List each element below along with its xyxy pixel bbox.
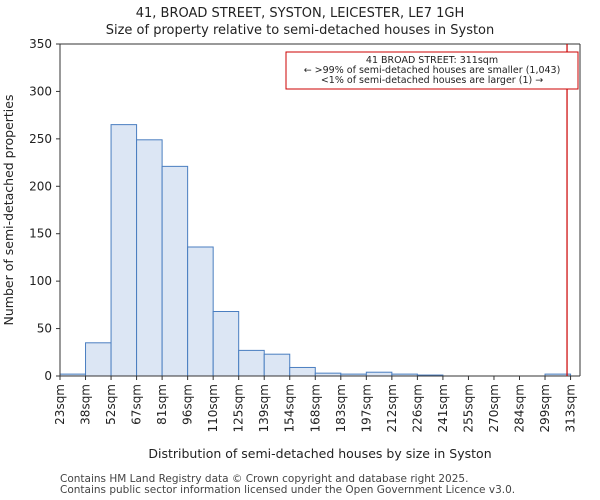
y-tick-label: 350 [29, 37, 52, 51]
y-tick-label: 0 [44, 369, 52, 383]
footer-line-2: Contains public sector information licen… [60, 484, 516, 496]
x-tick-label: 241sqm [436, 384, 450, 432]
footer-line-1: Contains HM Land Registry data © Crown c… [60, 473, 469, 485]
y-tick-label: 150 [29, 227, 52, 241]
x-tick-label: 110sqm [206, 384, 220, 432]
x-tick-label: 96sqm [181, 384, 195, 425]
histogram-bar [365, 371, 393, 377]
x-tick-label: 81sqm [155, 384, 169, 425]
x-tick-label: 52sqm [104, 384, 118, 425]
chart-subtitle: Size of property relative to semi-detach… [105, 23, 495, 38]
x-tick-label: 212sqm [385, 384, 399, 432]
x-tick-label: 284sqm [512, 384, 526, 432]
histogram-bar [289, 366, 316, 377]
x-tick-label: 270sqm [487, 384, 501, 432]
x-axis-label: Distribution of semi-detached houses by … [148, 446, 491, 461]
annotation-line-2: ← >99% of semi-detached houses are small… [304, 65, 561, 76]
x-tick-label: 23sqm [53, 384, 67, 425]
x-tick-label: 139sqm [257, 384, 271, 432]
histogram-bar [238, 349, 265, 377]
y-tick-label: 100 [29, 274, 52, 288]
y-tick-label: 200 [29, 179, 52, 193]
x-tick-label: 38sqm [79, 384, 93, 425]
y-tick-label: 300 [29, 84, 52, 98]
x-tick-label: 67sqm [130, 384, 144, 425]
histogram-bar [161, 165, 189, 377]
annotation-line-1: 41 BROAD STREET: 311sqm [366, 55, 498, 66]
y-tick-label: 250 [29, 132, 52, 146]
histogram-bar [85, 342, 112, 377]
annotation-line-3: <1% of semi-detached houses are larger (… [321, 75, 543, 86]
x-tick-label: 125sqm [232, 384, 246, 432]
x-tick-label: 226sqm [410, 384, 424, 432]
x-tick-label: 313sqm [564, 384, 578, 432]
x-tick-label: 255sqm [461, 384, 475, 432]
x-tick-label: 183sqm [334, 384, 348, 432]
y-axis-label: Number of semi-detached properties [1, 95, 16, 326]
histogram-bar [263, 353, 291, 377]
x-tick-label: 197sqm [359, 384, 373, 432]
annotation-box [285, 51, 579, 90]
x-tick-label: 168sqm [308, 384, 322, 432]
chart-title: 41, BROAD STREET, SYSTON, LEICESTER, LE7… [135, 6, 465, 21]
histogram-bar [110, 124, 138, 377]
x-tick-label: 154sqm [283, 384, 297, 432]
histogram-bar [187, 246, 214, 377]
y-tick-label: 50 [37, 322, 52, 336]
x-tick-label: 299sqm [538, 384, 552, 432]
histogram-bar [136, 139, 163, 377]
histogram-bar [212, 310, 240, 377]
